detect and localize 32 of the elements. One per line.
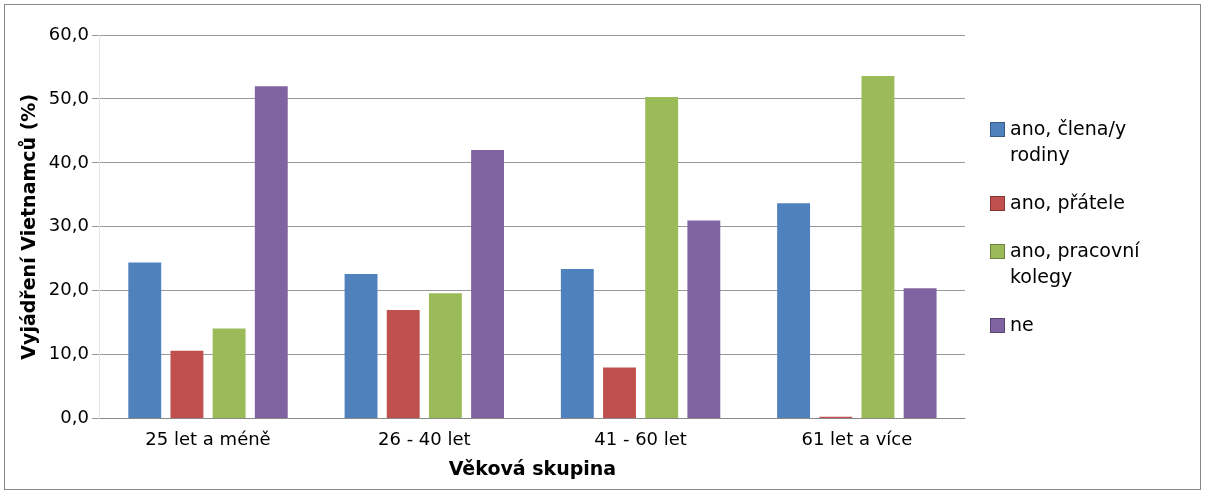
y-tick-label: 30,0 [48,214,89,236]
legend-label: ne [1010,312,1034,337]
legend-label: ano, člena/y rodiny [1010,116,1128,167]
bar [128,262,162,419]
bar [645,97,679,419]
y-tick-label: 40,0 [48,150,89,172]
legend-label: ano, přátele [1010,190,1126,215]
y-axis-title: Vyjádření Vietnamců (%) [17,93,40,360]
bar [777,203,811,419]
x-tick-label: 61 let a více [801,428,913,450]
y-tick-label: 50,0 [48,86,89,108]
y-tick-label: 20,0 [48,278,89,300]
bar [687,220,721,419]
x-tick-label: 25 let a méně [145,428,271,450]
bar [386,309,420,419]
x-tick-label: 41 - 60 let [594,428,687,450]
bar [471,150,505,419]
bar [603,367,636,419]
x-tick-label: 26 - 40 let [377,428,471,450]
bar [170,350,204,419]
legend-label: ano, pracovní kolegy [1010,238,1141,289]
bar [212,328,246,419]
x-axis-title: Věková skupina [448,456,617,479]
bar [344,274,378,419]
bar [903,288,937,419]
y-tick-label: 10,0 [48,342,89,364]
bar [861,75,895,419]
y-tick-label: 0,0 [60,406,89,428]
bar [254,86,288,419]
bar [560,269,594,419]
bar [428,293,462,419]
y-tick-label: 60,0 [48,22,89,44]
